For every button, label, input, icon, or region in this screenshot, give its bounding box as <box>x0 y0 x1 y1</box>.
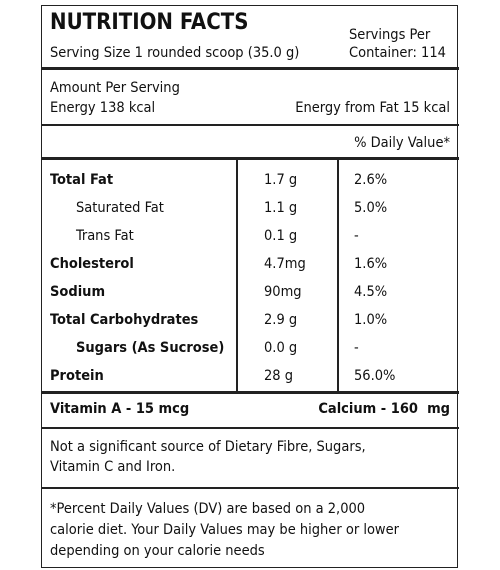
column-divider <box>337 158 339 392</box>
nutrient-amount: 0.0 g <box>264 340 298 356</box>
column-divider <box>236 158 238 392</box>
footnote-line: calorie diet. Your Daily Values may be h… <box>50 522 399 538</box>
divider <box>41 124 459 126</box>
nutrient-dv: 1.0% <box>354 312 388 328</box>
nutrient-name: Protein <box>50 368 104 384</box>
energy: Energy 138 kcal <box>50 100 156 116</box>
nutrient-amount: 4.7mg <box>264 256 306 272</box>
nutrient-dv: - <box>354 340 359 356</box>
note-line: Not a significant source of Dietary Fibr… <box>50 439 366 455</box>
vitamin-a: Vitamin A - 15 mcg <box>50 401 190 417</box>
footnote-line: *Percent Daily Values (DV) are based on … <box>50 501 366 517</box>
nutrient-amount: 2.9 g <box>264 312 298 328</box>
nutrient-dv: - <box>354 228 359 244</box>
nutrient-dv: 2.6% <box>354 172 388 188</box>
nutrient-name: Trans Fat <box>76 228 134 244</box>
footnote-line: depending on your calorie needs <box>50 543 265 559</box>
nutrient-name: Saturated Fat <box>76 200 164 216</box>
divider <box>41 157 459 160</box>
nutrient-name: Total Carbohydrates <box>50 312 199 328</box>
divider <box>41 487 459 489</box>
note-line: Vitamin C and Iron. <box>50 459 176 475</box>
dv-heading: % Daily Value* <box>354 135 450 151</box>
nutrient-name: Total Fat <box>50 172 114 188</box>
nutrient-name: Cholesterol <box>50 256 134 272</box>
nutrient-dv: 5.0% <box>354 200 388 216</box>
nutrient-amount: 1.1 g <box>264 200 298 216</box>
divider <box>41 67 459 70</box>
nutrient-name: Sugars (As Sucrose) <box>76 340 225 356</box>
servings-line: Servings Per <box>349 27 431 43</box>
title: NUTRITION FACTS <box>50 10 249 35</box>
energy-from-fat: Energy from Fat 15 kcal <box>295 100 450 116</box>
divider <box>41 391 459 394</box>
serving-size: Serving Size 1 rounded scoop (35.0 g) <box>50 45 300 61</box>
calcium: Calcium - 160 mg <box>318 401 450 417</box>
nutrient-amount: 90mg <box>264 284 302 300</box>
amount-heading: Amount Per Serving <box>50 80 180 96</box>
nutrient-amount: 28 g <box>264 368 294 384</box>
nutrient-amount: 1.7 g <box>264 172 298 188</box>
nutrient-amount: 0.1 g <box>264 228 298 244</box>
nutrient-dv: 1.6% <box>354 256 388 272</box>
nutrient-name: Sodium <box>50 284 106 300</box>
nutrient-dv: 4.5% <box>354 284 388 300</box>
servings-line: Container: 114 <box>349 45 446 61</box>
label-border <box>41 5 458 568</box>
divider <box>41 427 459 429</box>
nutrient-dv: 56.0% <box>354 368 396 384</box>
